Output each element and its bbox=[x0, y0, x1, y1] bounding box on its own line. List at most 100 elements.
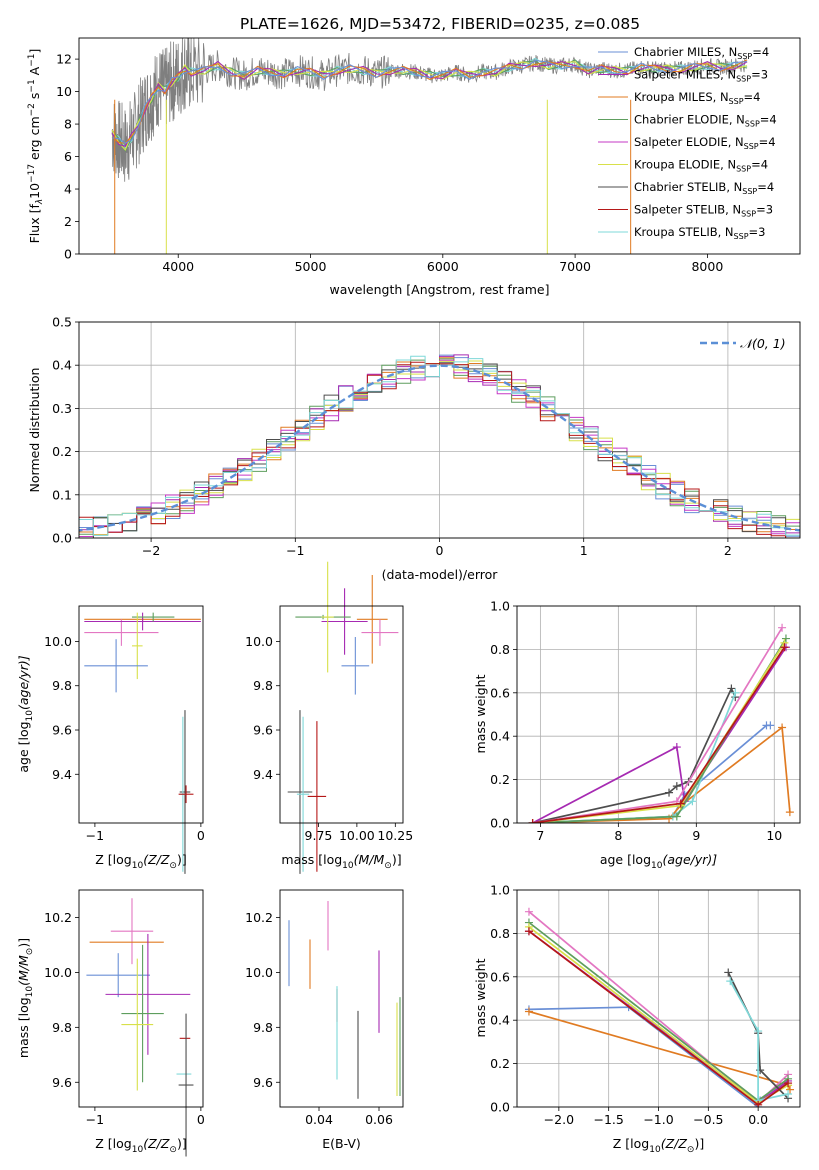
mass-weight-point bbox=[784, 1089, 793, 1098]
x-tick-label: 7000 bbox=[559, 259, 591, 274]
x-tick-label: 2 bbox=[724, 543, 732, 558]
residual-histogram bbox=[79, 355, 800, 536]
legend-tail: =4 bbox=[751, 158, 768, 172]
y-tick-label: 10.0 bbox=[44, 634, 72, 649]
y-tick-label: 0.8 bbox=[490, 642, 510, 657]
x-axis-label-sub: 10 bbox=[132, 1145, 144, 1155]
legend-tail: =4 bbox=[760, 113, 777, 127]
legend-entry: Salpeter STELIB, NSSP=3 bbox=[634, 203, 773, 219]
mass-weight-line bbox=[729, 980, 789, 1102]
y-tick-label: 0.2 bbox=[52, 444, 72, 459]
mass-weight-point bbox=[766, 721, 775, 730]
legend-label: Salpeter STELIB, N bbox=[634, 203, 741, 217]
mass-weight-point bbox=[524, 1007, 533, 1016]
y-label-part: )] bbox=[16, 938, 31, 948]
legend-entry: Salpeter MILES, NSSP=3 bbox=[634, 68, 768, 84]
y-label-part: s bbox=[27, 93, 42, 104]
mass-weight-line bbox=[532, 627, 783, 823]
x-tick-label: 5000 bbox=[295, 259, 327, 274]
x-axis-label-sub: 10 bbox=[649, 1145, 661, 1155]
legend-entry: Kroupa MILES, NSSP=4 bbox=[634, 90, 760, 106]
mass-weight-point bbox=[524, 907, 533, 916]
y-label-part: 10 bbox=[27, 183, 42, 199]
y-tick-label: 9.8 bbox=[253, 1020, 273, 1035]
x-tick-label: 1 bbox=[580, 543, 588, 558]
axes-frame bbox=[279, 605, 404, 824]
y-tick-label: 0.6 bbox=[490, 969, 510, 984]
x-label-part: 10 bbox=[651, 861, 663, 871]
y-tick-label: 9.6 bbox=[253, 723, 273, 738]
plot-area bbox=[111, 38, 748, 254]
y-label-part: mass [log bbox=[16, 997, 31, 1058]
panel-residuals: −2 −1 0 1 2 0.0 0.1 0.2 0.3 0.4 0.5 (data-model)/er… bbox=[27, 315, 801, 582]
x-axis-label-sun: ⊙ bbox=[687, 1145, 695, 1155]
mass-weight-point bbox=[785, 808, 794, 817]
mass-weight-point bbox=[784, 1079, 793, 1088]
x-axis-label-text: mass [log bbox=[281, 852, 342, 867]
x-axis-label-rest: (M/M bbox=[354, 852, 385, 867]
x-axis-label-rest: (Z/Z bbox=[143, 1136, 170, 1151]
y-label-part: ] bbox=[27, 49, 42, 54]
plot-area bbox=[86, 898, 194, 1157]
legend-sub: SSP bbox=[741, 210, 756, 219]
legend-tail: =3 bbox=[749, 225, 766, 239]
mass-weight-point bbox=[676, 799, 685, 808]
x-tick-label: −0.5 bbox=[693, 1112, 723, 1127]
x-axis-label: wavelength [Angstrom, rest frame] bbox=[329, 282, 549, 297]
mass-weight-point bbox=[724, 968, 733, 977]
y-tick-label: 0.1 bbox=[52, 487, 72, 502]
x-tick-label: 8 bbox=[614, 828, 622, 843]
y-tick-label: 10.0 bbox=[245, 634, 273, 649]
x-tick-label: 9.75 bbox=[305, 828, 333, 843]
y-axis-label: Normed distribution bbox=[27, 368, 42, 493]
y-tick-label: 0.3 bbox=[52, 401, 72, 416]
x-tick-label: 0 bbox=[436, 543, 444, 558]
axes-frame bbox=[516, 889, 801, 1108]
x-tick-label: 0 bbox=[197, 1112, 205, 1127]
y-label-part: −1 bbox=[27, 79, 37, 92]
x-axis-label-sub: 10 bbox=[342, 861, 354, 871]
legend-entry: Chabrier ELODIE, NSSP=4 bbox=[634, 113, 777, 129]
legend-label: Chabrier MILES, N bbox=[634, 45, 737, 59]
x-label-part: age [log bbox=[600, 852, 651, 867]
y-label-part: −17 bbox=[27, 164, 37, 183]
legend-entry: Kroupa STELIB, NSSP=3 bbox=[634, 225, 765, 241]
mass-weight-point bbox=[672, 812, 681, 821]
y-axis-label: Flux [fλ10−17 erg cm−2 s−1 A−1] bbox=[27, 49, 45, 244]
legend-label: Salpeter ELODIE, N bbox=[634, 135, 744, 149]
y-label-part: age [log bbox=[16, 721, 31, 772]
panel-weight_vs_Z: −2.0 −1.5 −1.0 −0.5 0.0 0.0 0.2 0.4 0.6 0.8 1.0 Z [… bbox=[473, 883, 801, 1155]
y-tick-label: 10.0 bbox=[44, 965, 72, 980]
x-tick-label: 4000 bbox=[162, 259, 194, 274]
x-axis-label-text: Z [log bbox=[95, 852, 131, 867]
y-label-part: erg cm bbox=[27, 116, 42, 164]
y-tick-label: 0.0 bbox=[490, 1100, 510, 1115]
y-tick-label: 1.0 bbox=[490, 599, 510, 614]
x-axis-label-sun: ⊙ bbox=[169, 1145, 177, 1155]
y-tick-label: 9.4 bbox=[253, 767, 273, 782]
y-tick-label: 4 bbox=[64, 182, 72, 197]
x-tick-label: −1 bbox=[86, 1112, 104, 1127]
y-axis-label: mass [log10(M/M⊙)] bbox=[16, 938, 35, 1058]
plot-panels: 4000 5000 6000 7000 8000024681012wavelength … bbox=[16, 37, 801, 1157]
legend-sub: SSP bbox=[734, 232, 749, 241]
legend-label: Kroupa ELODIE, N bbox=[634, 158, 736, 172]
y-tick-label: 0.2 bbox=[490, 772, 510, 787]
mass-weight-point bbox=[731, 688, 740, 697]
axes-frame bbox=[279, 889, 404, 1108]
mass-weight-point bbox=[688, 797, 697, 806]
x-axis-label-text: Z [log bbox=[95, 1136, 131, 1151]
mass-weight-point bbox=[672, 743, 681, 752]
legend-entry: Salpeter ELODIE, NSSP=4 bbox=[634, 135, 776, 151]
x-axis-label-sub: 10 bbox=[132, 861, 144, 871]
y-tick-label: 0 bbox=[64, 247, 72, 262]
y-tick-label: 0.4 bbox=[490, 1013, 510, 1028]
y-label-part: ⊙ bbox=[25, 948, 35, 956]
mass-weight-line bbox=[532, 646, 786, 823]
x-axis-label: Z [log10(Z/Z⊙)] bbox=[95, 1136, 186, 1155]
x-axis-label-sun: ⊙ bbox=[169, 861, 177, 871]
panel-mass_vs_EBV: 0.04 0.06 9.6 9.8 10.0 10.2 E(B-V) bbox=[245, 889, 404, 1151]
y-tick-label: 9.6 bbox=[253, 1075, 273, 1090]
legend-label: Chabrier STELIB, N bbox=[634, 180, 742, 194]
